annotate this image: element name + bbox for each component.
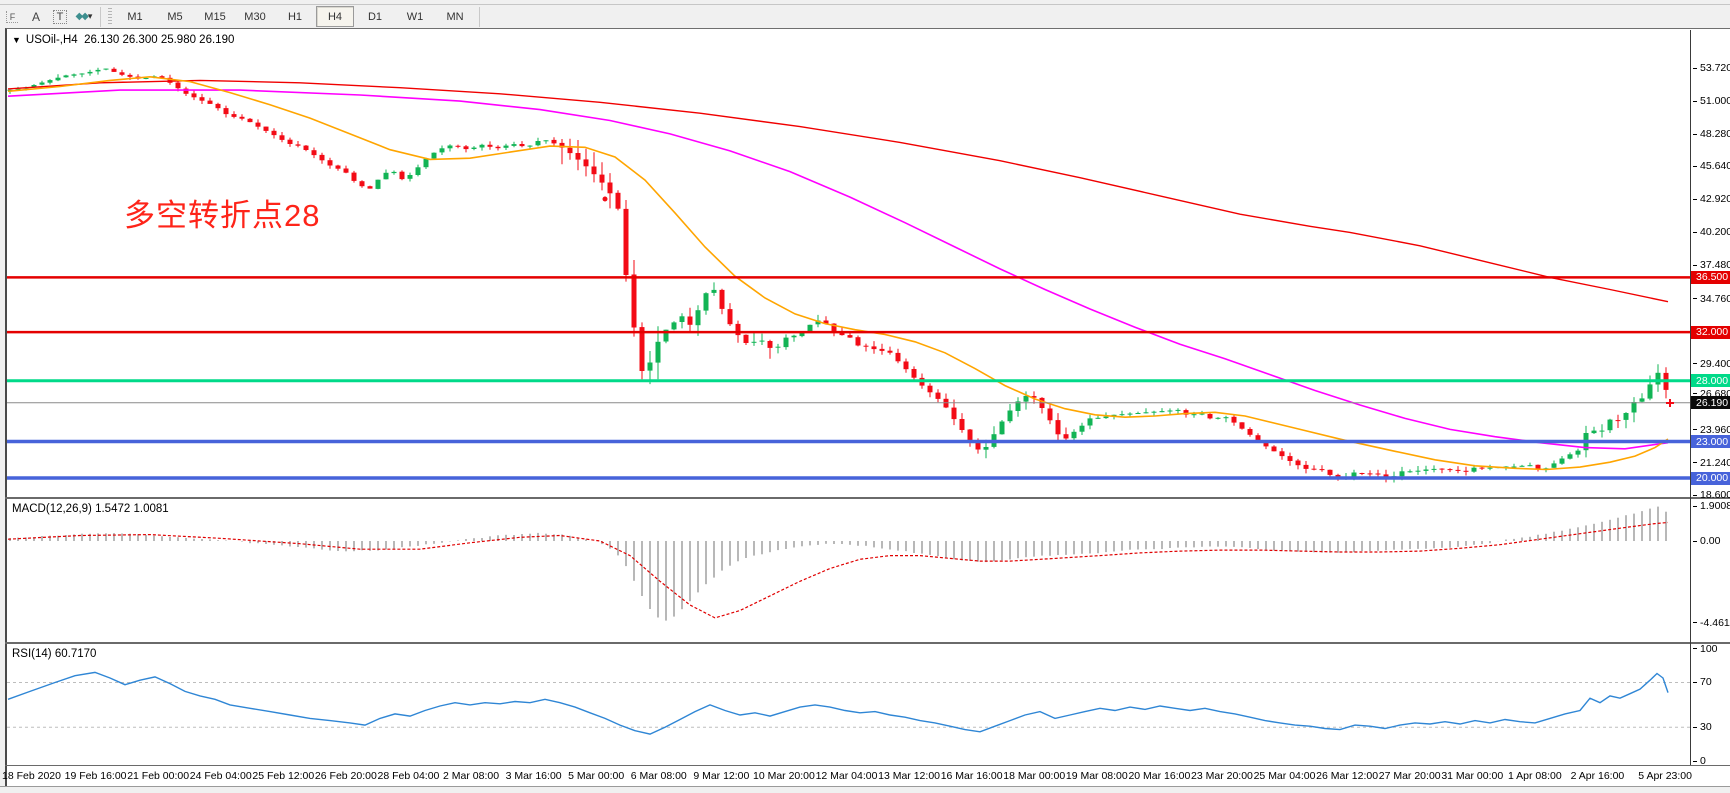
date-tick-label: 26 Feb 20:00 xyxy=(314,770,377,782)
price-tick-label: 37.480 xyxy=(1693,259,1730,271)
level-price-box: 36.500 xyxy=(1691,270,1730,284)
price-tick-label: 18.600 xyxy=(1693,489,1730,501)
date-tick-label: 12 Mar 04:00 xyxy=(815,770,878,782)
price-tick-label: 34.760 xyxy=(1693,293,1730,305)
date-tick-label: 2 Mar 08:00 xyxy=(443,770,500,782)
date-tick-label: 2 Apr 16:00 xyxy=(1570,770,1625,782)
timeframe-button-d1[interactable]: D1 xyxy=(367,10,383,23)
macd-scale-label: 0.00 xyxy=(1693,535,1720,547)
date-tick-label: 24 Feb 04:00 xyxy=(189,770,252,782)
panel-divider xyxy=(5,765,1730,766)
timeframe-button-m30[interactable]: M30 xyxy=(244,10,266,23)
price-tick-label: 21.240 xyxy=(1693,457,1730,469)
date-tick-label: 18 Feb 2020 xyxy=(2,770,61,782)
macd-scale-label: 1.9008 xyxy=(1693,500,1730,512)
rsi-scale-label: 70 xyxy=(1693,676,1712,688)
panel-divider[interactable] xyxy=(5,497,1730,499)
main-toolbar: F A T ◆◆ ▾ M1 M5 M15 M30 H1 H4 D1 W1 MN xyxy=(0,5,1730,28)
clipped-toolbar-row xyxy=(0,0,1730,5)
date-tick-label: 27 Mar 20:00 xyxy=(1378,770,1441,782)
price-axis-border xyxy=(1690,30,1691,765)
indicators-grid-icon[interactable]: F xyxy=(1,7,23,26)
rsi-scale-label: 0 xyxy=(1693,755,1706,767)
ohlc-values: 26.130 26.300 25.980 26.190 xyxy=(84,34,235,46)
level-price-box: 20.000 xyxy=(1691,471,1730,485)
toolbar-separator xyxy=(479,6,480,27)
timeframe-button-group: M1 M5 M15 M30 H1 H4 D1 W1 MN xyxy=(115,6,475,27)
level-price-box: 28.000 xyxy=(1691,374,1730,388)
timeframe-button-h4[interactable]: H4 xyxy=(316,6,354,27)
symbol-period-label: USOil-,H4 xyxy=(25,34,78,46)
date-tick-label: 5 Mar 00:00 xyxy=(568,770,625,782)
date-tick-label: 25 Feb 12:00 xyxy=(252,770,315,782)
price-tick-label: 53.720 xyxy=(1693,62,1730,74)
date-tick-label: 20 Mar 16:00 xyxy=(1128,770,1191,782)
text-tool-icon[interactable]: T xyxy=(49,7,71,26)
price-chart-canvas[interactable] xyxy=(7,30,1690,497)
arrows-tool-icon[interactable]: ◆◆ ▾ xyxy=(75,11,93,22)
timeframe-button-mn[interactable]: MN xyxy=(446,10,464,23)
timeframe-button-w1[interactable]: W1 xyxy=(406,10,424,23)
price-tick-label: 23.960 xyxy=(1693,424,1730,436)
timeframe-button-h1[interactable]: H1 xyxy=(287,10,303,23)
date-tick-label: 21 Feb 00:00 xyxy=(127,770,190,782)
toolbar-grip[interactable] xyxy=(108,7,112,26)
panel-divider[interactable] xyxy=(5,642,1730,644)
collapse-triangle-icon[interactable]: ▼ xyxy=(12,35,21,45)
chart-text-annotation[interactable]: 多空转折点28 xyxy=(124,198,321,233)
toolbar-separator xyxy=(100,6,101,27)
price-tick-label: 29.400 xyxy=(1693,358,1730,370)
bottom-status-strip xyxy=(0,786,1730,793)
date-tick-label: 19 Feb 16:00 xyxy=(64,770,127,782)
date-tick-label: 5 Apr 23:00 xyxy=(1638,770,1692,782)
price-tick-label: 40.200 xyxy=(1693,226,1730,238)
timeframe-button-m5[interactable]: M5 xyxy=(167,10,183,23)
price-tick-label: 42.920 xyxy=(1693,193,1730,205)
date-tick-label: 26 Mar 12:00 xyxy=(1316,770,1379,782)
letter-a-icon[interactable]: A xyxy=(31,9,40,24)
date-tick-label: 23 Mar 20:00 xyxy=(1191,770,1253,782)
level-price-box: 32.000 xyxy=(1691,325,1730,339)
chart-title: ▼ USOil-,H4 26.130 26.300 25.980 26.190 xyxy=(12,34,234,46)
timeframe-button-m1[interactable]: M1 xyxy=(127,10,143,23)
date-tick-label: 10 Mar 20:00 xyxy=(752,770,815,782)
date-tick-label: 9 Mar 12:00 xyxy=(693,770,750,782)
dropdown-caret-icon[interactable]: ▾ xyxy=(87,11,93,21)
level-price-box: 23.000 xyxy=(1691,435,1730,449)
macd-indicator-canvas[interactable] xyxy=(7,500,1690,642)
date-tick-label: 16 Mar 16:00 xyxy=(940,770,1003,782)
current-price-box: 26.190 xyxy=(1691,396,1730,410)
date-tick-label: 19 Mar 08:00 xyxy=(1065,770,1128,782)
price-tick-label: 45.640 xyxy=(1693,160,1730,172)
timeframe-button-m15[interactable]: M15 xyxy=(204,10,226,23)
macd-label: MACD(12,26,9) 1.5472 1.0081 xyxy=(12,503,169,515)
date-tick-label: 3 Mar 16:00 xyxy=(505,770,562,782)
price-tick-label: 51.000 xyxy=(1693,95,1730,107)
date-tick-label: 18 Mar 00:00 xyxy=(1003,770,1066,782)
date-tick-label: 6 Mar 08:00 xyxy=(630,770,687,782)
price-tick-label: 48.280 xyxy=(1693,128,1730,140)
rsi-scale-label: 100 xyxy=(1693,643,1718,655)
chart-window[interactable] xyxy=(5,28,1730,793)
rsi-indicator-canvas[interactable] xyxy=(7,645,1690,765)
date-tick-label: 13 Mar 12:00 xyxy=(878,770,940,782)
rsi-scale-label: 30 xyxy=(1693,721,1712,733)
date-tick-label: 25 Mar 04:00 xyxy=(1253,770,1316,782)
date-tick-label: 1 Apr 08:00 xyxy=(1507,770,1562,782)
rsi-label: RSI(14) 60.7170 xyxy=(12,648,97,660)
date-tick-label: 28 Feb 04:00 xyxy=(377,770,440,782)
date-tick-label: 31 Mar 00:00 xyxy=(1441,770,1504,782)
